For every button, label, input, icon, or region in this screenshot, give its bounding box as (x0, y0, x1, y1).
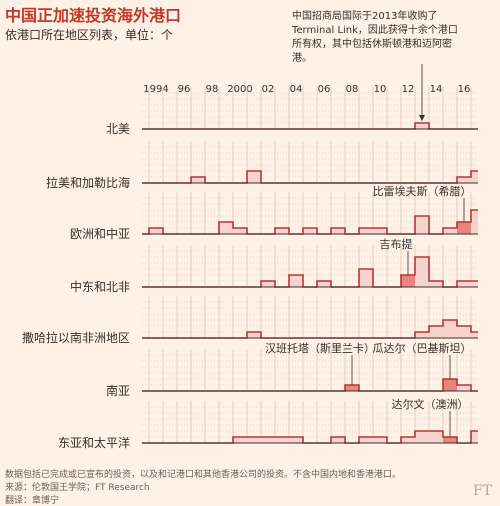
highlight-label-3: 瓜达尔（巴基斯坦） (373, 341, 472, 355)
series-area-2 (142, 210, 478, 234)
series-label-6: 东亚和太平洋 (58, 435, 130, 450)
highlight-label-1: 吉布提 (380, 238, 413, 251)
footer-source: 来源：伦敦国王学院；FT Research (5, 483, 150, 493)
series-area-0 (142, 123, 478, 129)
series-label-1: 拉美和加勒比海 (46, 175, 130, 190)
series-label-2: 欧洲和中亚 (70, 226, 130, 241)
x-tick-label-08: 08 (346, 84, 359, 95)
x-tick-label-10: 10 (374, 84, 387, 95)
highlight-label-2: 汉班托塔（斯里兰卡） (265, 341, 375, 355)
highlight-bar-5-0 (345, 385, 359, 391)
highlight-label-0: 比雷埃夫斯（希腊） (373, 184, 472, 198)
footer-translator: 翻译：章博宁 (5, 496, 60, 506)
footer-note: 数据包括已完成或已宣布的投资，以及和记港口和其他香港公司的投资。不含中国内地和香… (5, 470, 402, 480)
x-tick-label-04: 04 (290, 84, 303, 95)
series-label-5: 南亚 (106, 383, 130, 398)
x-tick-label-16: 16 (458, 84, 471, 95)
x-tick-label-14: 14 (430, 84, 443, 95)
series-label-4: 撒哈拉以南非洲地区 (22, 330, 130, 345)
chart-title: 中国正加速投资海外港口 (5, 6, 182, 25)
chart-subtitle: 依港口所在地区列表，单位：个 (5, 28, 174, 42)
highlight-bar-3-0 (401, 275, 415, 287)
x-tick-label-02: 02 (262, 84, 275, 95)
highlight-bar-2-0 (457, 222, 471, 234)
x-tick-label-06: 06 (318, 84, 331, 95)
highlight-bar-5-1 (443, 379, 457, 391)
x-tick-label-12: 12 (402, 84, 415, 95)
x-tick-label-2000: 2000 (227, 84, 252, 95)
series-label-0: 北美 (106, 122, 130, 136)
top-annotation: 中国招商局国际于2013年收购了Terminal Link，因此获得十余个港口所… (292, 11, 458, 64)
series-label-3: 中东和北非 (70, 279, 130, 294)
series-area-3 (142, 257, 478, 287)
x-tick-label-1994: 1994 (143, 84, 168, 95)
highlight-label-4: 达尔文（澳洲） (392, 397, 469, 411)
x-tick-label-96: 96 (178, 84, 191, 95)
ft-logo: FT (472, 483, 492, 499)
series-area-4 (142, 320, 478, 338)
note-arrow (419, 115, 425, 121)
highlight-bar-6-0 (443, 437, 457, 443)
x-tick-label-98: 98 (206, 84, 219, 95)
